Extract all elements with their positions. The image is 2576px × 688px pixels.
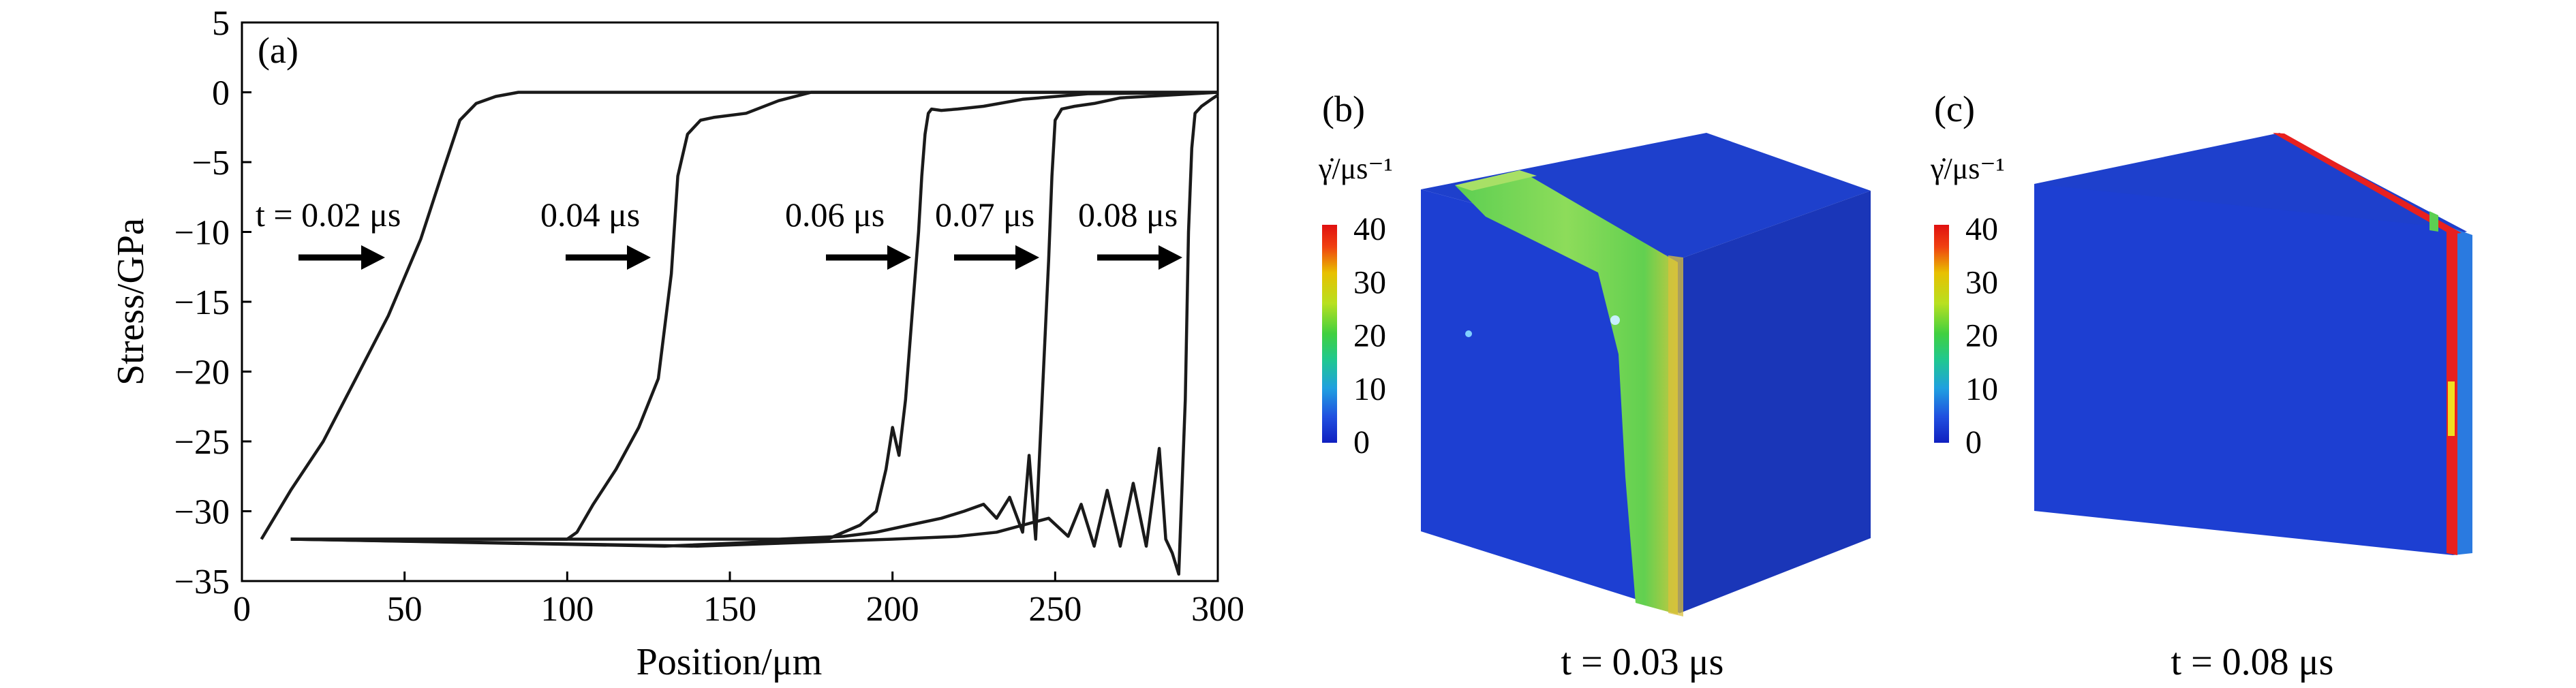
time-label-b: t = 0.03 μs xyxy=(1561,641,1724,683)
colorbar-title-b: γ̇/μs⁻¹ xyxy=(1318,152,1393,185)
arrow-t007 xyxy=(954,245,1039,270)
panel-a-stress-chart: 0 50 100 150 200 250 300 50−5−10−15−20−25−30−3… xyxy=(110,4,1244,683)
colorbar-tick-label: 40 xyxy=(1353,211,1386,247)
x-tick-label: 0 xyxy=(233,590,251,629)
panel-b-strain-rate-cube: (b) γ̇/μs⁻¹ 40 30 20 10 0 t = 0.03 μs xyxy=(1318,89,1871,683)
y-axis-title: Stress/GPa xyxy=(110,218,152,386)
time-label-c: t = 0.08 μs xyxy=(2171,641,2334,683)
y-tick-label: −5 xyxy=(192,144,230,183)
shear-band-front-b xyxy=(1455,170,1678,614)
colorbar-tick-label: 40 xyxy=(1965,211,1998,247)
x-tick-label: 250 xyxy=(1028,590,1082,629)
x-axis-ticks: 0 50 100 150 200 250 300 xyxy=(233,572,1244,629)
x-tick-label: 200 xyxy=(866,590,919,629)
x-tick-label: 100 xyxy=(540,590,594,629)
shear-band-edge-b xyxy=(1668,255,1683,616)
colorbar-tick-label: 10 xyxy=(1353,371,1386,407)
series-line-4 xyxy=(290,91,1218,541)
hot-edge-green-c xyxy=(2429,211,2438,232)
y-tick-label: −35 xyxy=(174,563,230,601)
arrow-t004 xyxy=(566,245,651,270)
shear-band-top-b xyxy=(1455,170,1537,191)
series-line-1 xyxy=(260,91,1218,540)
x-tick-label: 300 xyxy=(1191,590,1244,629)
colorbar-tick-label: 0 xyxy=(1965,424,1982,460)
colorbar-c xyxy=(1934,225,1949,443)
panel-label-c: (c) xyxy=(1934,89,1975,129)
annotation-t007: 0.07 μs xyxy=(935,196,1034,234)
hotspot-b2 xyxy=(1465,330,1472,337)
colorbar-tick-label: 20 xyxy=(1965,318,1998,354)
y-tick-label: −25 xyxy=(174,423,230,462)
colorbar-title-c: γ̇/μs⁻¹ xyxy=(1930,152,2005,185)
panel-label-a: (a) xyxy=(258,30,298,71)
colorbar-tick-label: 30 xyxy=(1353,264,1386,300)
hot-edge-glint-c xyxy=(2448,381,2455,436)
colorbar-tick-label: 0 xyxy=(1353,424,1370,460)
annotation-t004: 0.04 μs xyxy=(540,196,640,234)
hot-edge-top-c xyxy=(2273,133,2462,234)
colorbar-tick-label: 10 xyxy=(1965,371,1998,407)
series-line-3 xyxy=(290,91,1218,548)
colorbar-b xyxy=(1322,225,1337,443)
hotspot-b1 xyxy=(1610,315,1620,325)
x-tick-label: 50 xyxy=(387,590,423,629)
y-tick-label: −30 xyxy=(174,493,230,532)
cube-right-face-b xyxy=(1680,191,1871,613)
x-tick-label: 150 xyxy=(703,590,756,629)
y-axis-ticks: 5 0 −5 −10 −15 −20 −25 −30 −35 xyxy=(174,4,251,601)
colorbar-ticks-c: 40 30 20 10 0 xyxy=(1965,211,1998,460)
cube-top-face-b xyxy=(1421,133,1871,259)
x-axis-title: Position/μm xyxy=(637,641,823,683)
y-tick-label: 5 xyxy=(212,4,230,43)
series-line-5 xyxy=(290,93,1219,576)
arrow-t006 xyxy=(826,245,911,270)
annotation-t002: t = 0.02 μs xyxy=(256,196,401,234)
colorbar-tick-label: 30 xyxy=(1965,264,1998,300)
y-tick-label: −20 xyxy=(174,354,230,392)
annotation-t006: 0.06 μs xyxy=(785,196,885,234)
annotation-t008: 0.08 μs xyxy=(1078,196,1178,234)
y-tick-label: −10 xyxy=(174,214,230,253)
y-tick-label: 0 xyxy=(212,74,230,113)
colorbar-ticks-b: 40 30 20 10 0 xyxy=(1353,211,1386,460)
colorbar-tick-label: 20 xyxy=(1353,318,1386,354)
arrow-t008 xyxy=(1097,245,1182,270)
panel-label-b: (b) xyxy=(1322,89,1365,129)
series-lines xyxy=(260,91,1219,576)
y-tick-label: −15 xyxy=(174,283,230,322)
series-line-2 xyxy=(290,91,1218,541)
panel-c-strain-rate-cube: (c) γ̇/μs⁻¹ 40 30 20 10 0 t = 0.08 μs xyxy=(1930,89,2472,683)
cube-right-face-c xyxy=(2453,228,2472,555)
cube-front-face-c xyxy=(2034,184,2453,555)
arrow-t002 xyxy=(298,245,385,270)
